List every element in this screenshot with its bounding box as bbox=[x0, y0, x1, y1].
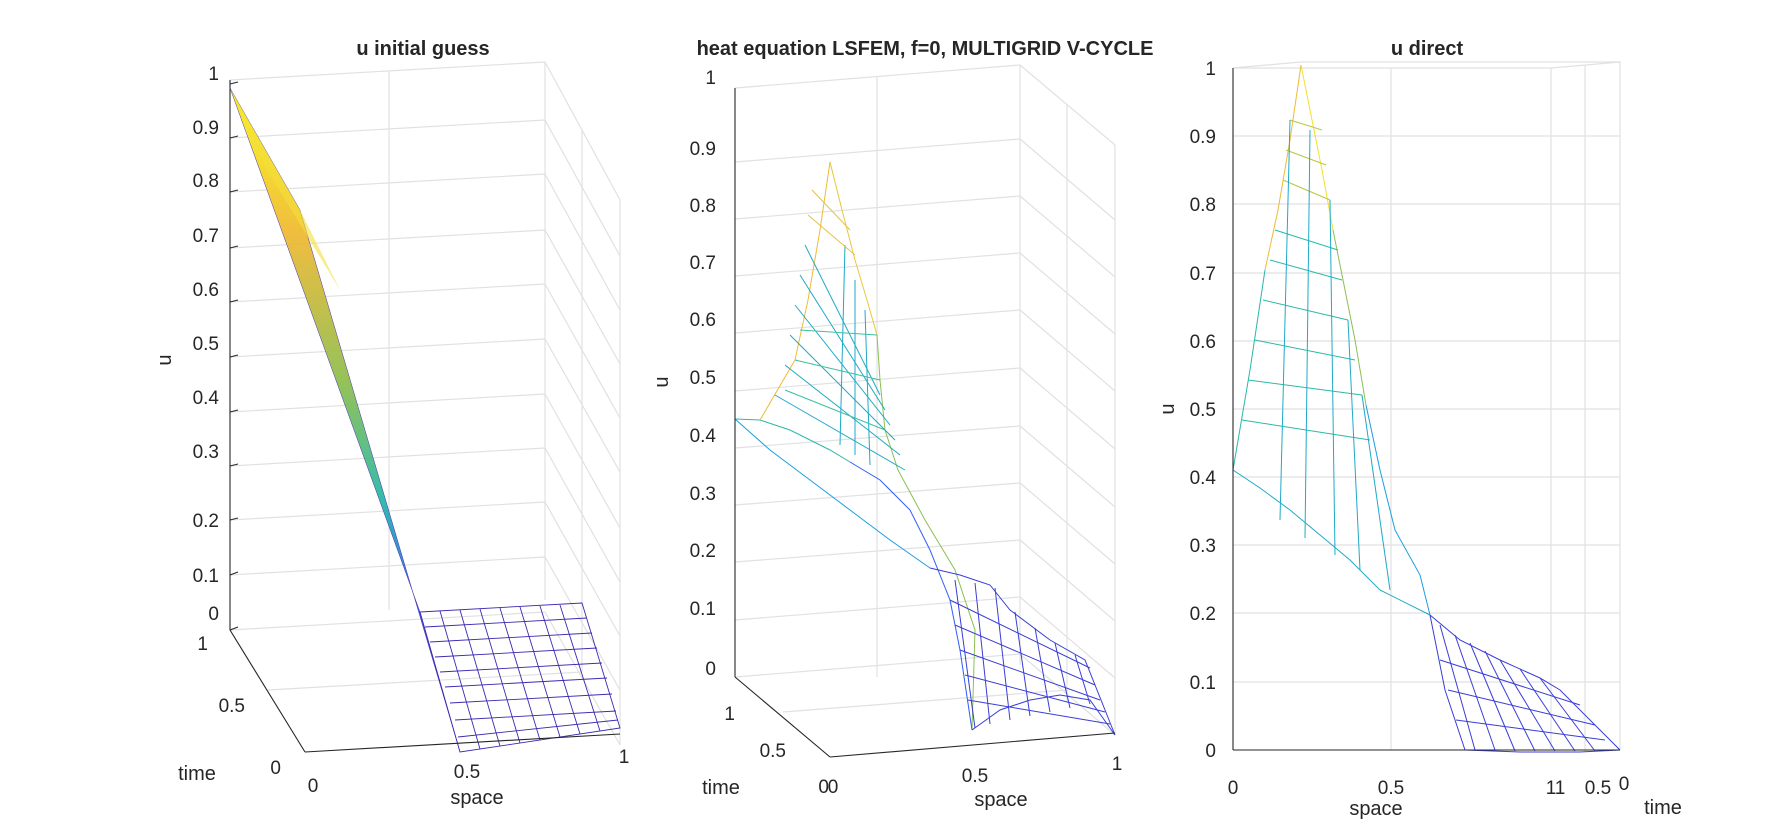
y-tick-labels: 0 0.5 1 bbox=[724, 704, 829, 798]
z-tick-label: 0.3 bbox=[1190, 536, 1216, 557]
z-tick-labels: 0 0.1 0.2 0.3 0.4 0.5 0.6 0.7 0.8 0.9 1 bbox=[1190, 59, 1217, 762]
x-tick-label: 0 bbox=[308, 776, 319, 797]
panel-initial-guess: 0 0.1 0.2 0.3 0.4 0.5 0.6 0.7 0.8 0.9 1 … bbox=[154, 38, 629, 809]
axes bbox=[1232, 68, 1620, 751]
z-tick-label: 0.3 bbox=[193, 442, 219, 463]
z-axis-label: u bbox=[154, 354, 176, 365]
z-tick-label: 0.8 bbox=[690, 196, 716, 217]
y-tick-label: 0.5 bbox=[1585, 778, 1611, 799]
z-tick-label: 0.5 bbox=[690, 368, 716, 389]
x-tick-label: 0 bbox=[828, 777, 839, 798]
z-tick-label: 0.3 bbox=[690, 484, 716, 505]
y-axis-label: time bbox=[178, 763, 216, 785]
z-tick-label: 0.7 bbox=[1190, 264, 1216, 285]
z-tick-label: 0.4 bbox=[193, 388, 220, 409]
flat-mesh bbox=[419, 602, 621, 753]
y-tick-label: 0.5 bbox=[219, 696, 245, 717]
z-tick-label: 0.9 bbox=[193, 118, 219, 139]
z-tick-label: 0.8 bbox=[193, 171, 219, 192]
z-tick-label: 0.2 bbox=[690, 541, 716, 562]
z-axis-label: u bbox=[651, 376, 673, 387]
grid-lines bbox=[1232, 61, 1621, 752]
panel-multigrid: 0 0.1 0.2 0.3 0.4 0.5 0.6 0.7 0.8 0.9 1 … bbox=[651, 38, 1153, 811]
z-tick-label: 0.2 bbox=[193, 511, 219, 532]
y-tick-label: 0 bbox=[270, 758, 281, 779]
x-axis-label: space bbox=[1349, 798, 1402, 820]
z-tick-label: 0.1 bbox=[690, 599, 716, 620]
y-tick-labels: 1 0.5 0 bbox=[1555, 774, 1630, 799]
z-tick-label: 0 bbox=[1205, 741, 1216, 762]
y-tick-label: 1 bbox=[1555, 778, 1566, 799]
y-tick-label: 1 bbox=[724, 704, 735, 725]
y-tick-label: 0 bbox=[1619, 774, 1630, 795]
y-tick-label: 0 bbox=[818, 777, 829, 798]
surface-multigrid bbox=[734, 161, 1116, 736]
y-axis-label: time bbox=[702, 777, 740, 799]
x-tick-labels: 0 0.5 1 bbox=[828, 754, 1123, 798]
z-tick-label: 0.6 bbox=[193, 280, 219, 301]
y-tick-label: 1 bbox=[197, 634, 208, 655]
z-tick-label: 0.6 bbox=[690, 310, 716, 331]
x-tick-labels: 0 0.5 1 bbox=[308, 747, 630, 797]
z-tick-labels: 0 0.1 0.2 0.3 0.4 0.5 0.6 0.7 0.8 0.9 1 bbox=[193, 64, 239, 631]
z-tick-label: 0.9 bbox=[690, 139, 716, 160]
z-tick-label: 1 bbox=[208, 64, 219, 85]
y-axis-label: time bbox=[1644, 797, 1682, 819]
y-tick-labels: 0 0.5 1 bbox=[197, 634, 281, 779]
chart-title: u direct bbox=[1391, 38, 1464, 60]
x-tick-label: 1 bbox=[619, 747, 630, 768]
z-tick-label: 0.8 bbox=[1190, 195, 1216, 216]
z-tick-label: 0.2 bbox=[1190, 604, 1216, 625]
z-tick-label: 0.7 bbox=[690, 253, 716, 274]
chart-title: heat equation LSFEM, f=0, MULTIGRID V-CY… bbox=[697, 38, 1154, 60]
z-tick-label: 1 bbox=[1205, 59, 1216, 80]
z-tick-label: 0 bbox=[208, 604, 219, 625]
z-tick-label: 0.5 bbox=[193, 334, 219, 355]
z-tick-label: 0 bbox=[705, 659, 716, 680]
x-tick-label: 0.5 bbox=[1378, 778, 1404, 799]
x-tick-label: 0.5 bbox=[454, 762, 480, 783]
z-tick-label: 0.1 bbox=[193, 566, 219, 587]
z-tick-label: 0.4 bbox=[1190, 468, 1217, 489]
z-tick-label: 0.1 bbox=[1190, 673, 1216, 694]
grid-lines bbox=[734, 64, 1116, 736]
x-tick-label: 1 bbox=[1112, 754, 1123, 775]
surface-initial-guess bbox=[229, 87, 621, 753]
axes bbox=[734, 88, 1116, 758]
grid-lines bbox=[229, 61, 621, 746]
z-tick-label: 0.5 bbox=[1190, 400, 1216, 421]
panel-direct: 0 0.1 0.2 0.3 0.4 0.5 0.6 0.7 0.8 0.9 1 … bbox=[1157, 38, 1682, 820]
z-tick-label: 1 bbox=[705, 68, 716, 89]
z-tick-labels: 0 0.1 0.2 0.3 0.4 0.5 0.6 0.7 0.8 0.9 1 bbox=[690, 68, 717, 680]
x-tick-label: 1 bbox=[1546, 778, 1557, 799]
x-tick-labels: 0 0.5 1 bbox=[1228, 778, 1557, 799]
z-tick-label: 0.9 bbox=[1190, 127, 1216, 148]
z-tick-label: 0.6 bbox=[1190, 332, 1216, 353]
z-tick-label: 0.7 bbox=[193, 226, 219, 247]
x-axis-label: space bbox=[974, 789, 1027, 811]
surface-direct bbox=[1232, 64, 1621, 753]
x-tick-label: 0 bbox=[1228, 778, 1239, 799]
z-axis-label: u bbox=[1157, 403, 1179, 414]
chart-title: u initial guess bbox=[356, 38, 489, 60]
z-tick-label: 0.4 bbox=[690, 426, 717, 447]
x-tick-label: 0.5 bbox=[962, 766, 988, 787]
axes bbox=[229, 80, 621, 753]
x-axis-label: space bbox=[450, 787, 503, 809]
y-tick-label: 0.5 bbox=[760, 741, 786, 762]
